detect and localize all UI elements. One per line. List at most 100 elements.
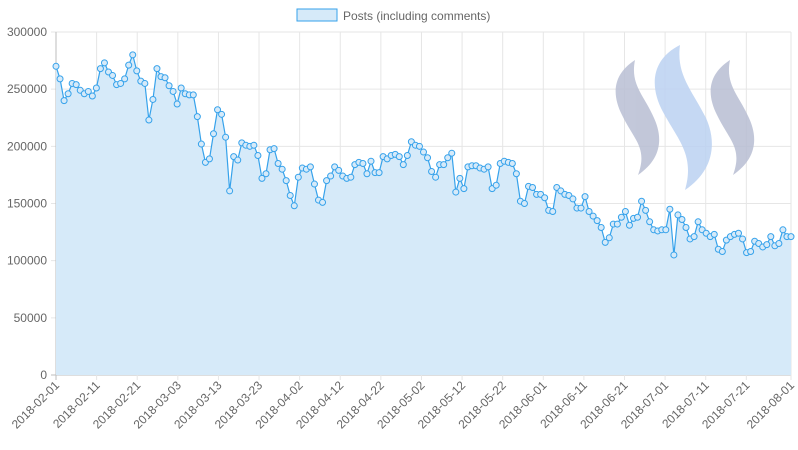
data-point[interactable] [60,97,68,105]
data-point[interactable] [323,177,331,185]
data-point[interactable] [363,170,371,178]
data-point[interactable] [84,87,92,95]
data-point[interactable] [444,154,452,162]
data-point[interactable] [109,71,117,79]
data-point[interactable] [121,75,129,83]
data-point[interactable] [787,233,795,241]
data-point[interactable] [593,217,601,225]
data-point[interactable] [270,145,278,153]
data-point[interactable] [274,159,282,167]
data-point[interactable] [520,200,528,207]
data-point[interactable] [218,110,226,118]
data-point[interactable] [145,116,153,124]
data-point[interactable] [605,234,613,242]
data-point[interactable] [359,159,367,167]
data-point[interactable] [88,92,96,100]
data-point[interactable] [310,180,318,188]
data-point[interactable] [129,51,137,59]
data-point[interactable] [678,216,686,224]
data-point[interactable] [197,140,205,148]
data-point[interactable] [52,62,60,70]
data-point[interactable] [133,67,141,75]
data-point[interactable] [286,192,294,199]
data-point[interactable] [634,213,642,221]
data-point[interactable] [638,197,646,205]
data-point[interactable] [403,151,411,159]
data-point[interactable] [549,208,557,215]
data-point[interactable] [613,220,621,228]
data-point[interactable] [282,177,290,185]
data-point[interactable] [420,148,427,156]
data-point[interactable] [432,173,440,181]
data-point[interactable] [621,208,629,215]
data-point[interactable] [747,248,755,256]
data-point[interactable] [254,151,262,159]
data-point[interactable] [210,130,217,138]
data-point[interactable] [56,75,64,83]
data-point[interactable] [775,240,783,248]
data-point[interactable] [666,205,674,213]
data-point[interactable] [222,133,230,141]
data-point[interactable] [625,221,633,229]
data-point[interactable] [189,91,197,99]
data-point[interactable] [125,61,133,69]
data-point[interactable] [440,161,448,169]
data-point[interactable] [682,224,690,232]
data-point[interactable] [646,218,654,226]
data-point[interactable] [169,87,177,95]
data-point[interactable] [149,95,157,103]
data-point[interactable] [642,206,650,214]
data-point[interactable] [529,183,537,191]
data-point[interactable] [617,213,625,221]
data-point[interactable] [327,172,335,180]
data-point[interactable] [694,218,702,226]
data-point[interactable] [601,238,609,246]
data-point[interactable] [64,90,72,98]
data-point[interactable] [739,235,747,243]
data-point[interactable] [735,229,742,237]
data-point[interactable] [779,226,787,234]
data-point[interactable] [367,157,375,165]
data-point[interactable] [484,163,492,171]
data-point[interactable] [205,155,213,163]
data-point[interactable] [177,84,185,92]
data-point[interactable] [347,173,355,181]
data-point[interactable] [492,181,500,189]
data-point[interactable] [460,185,468,193]
data-point[interactable] [670,251,678,259]
data-point[interactable] [72,81,80,89]
data-point[interactable] [161,74,169,82]
data-point[interactable] [92,84,100,92]
legend[interactable]: Posts (including comments) [296,8,490,23]
data-point[interactable] [278,165,286,173]
data-point[interactable] [415,142,423,150]
data-point[interactable] [262,170,270,178]
data-point[interactable] [306,163,314,171]
data-point[interactable] [674,211,682,219]
data-point[interactable] [710,230,718,238]
data-point[interactable] [577,204,585,212]
data-point[interactable] [290,202,298,210]
data-point[interactable] [234,156,242,164]
data-point[interactable] [226,187,234,195]
data-point[interactable] [153,65,161,73]
data-point[interactable] [399,161,407,169]
data-point[interactable] [117,79,125,87]
data-point[interactable] [569,195,577,203]
data-point[interactable] [597,224,605,232]
data-point[interactable] [319,198,327,206]
data-point[interactable] [767,233,775,241]
data-point[interactable] [512,170,520,178]
data-point[interactable] [508,159,516,167]
data-point[interactable] [250,141,258,149]
data-point[interactable] [395,153,403,161]
data-point[interactable] [662,226,670,234]
data-point[interactable] [214,106,222,114]
data-point[interactable] [96,65,104,73]
data-point[interactable] [585,208,593,215]
data-point[interactable] [589,212,597,220]
data-point[interactable] [424,154,432,162]
data-point[interactable] [173,100,181,108]
data-point[interactable] [448,149,456,157]
data-point[interactable] [335,166,343,174]
